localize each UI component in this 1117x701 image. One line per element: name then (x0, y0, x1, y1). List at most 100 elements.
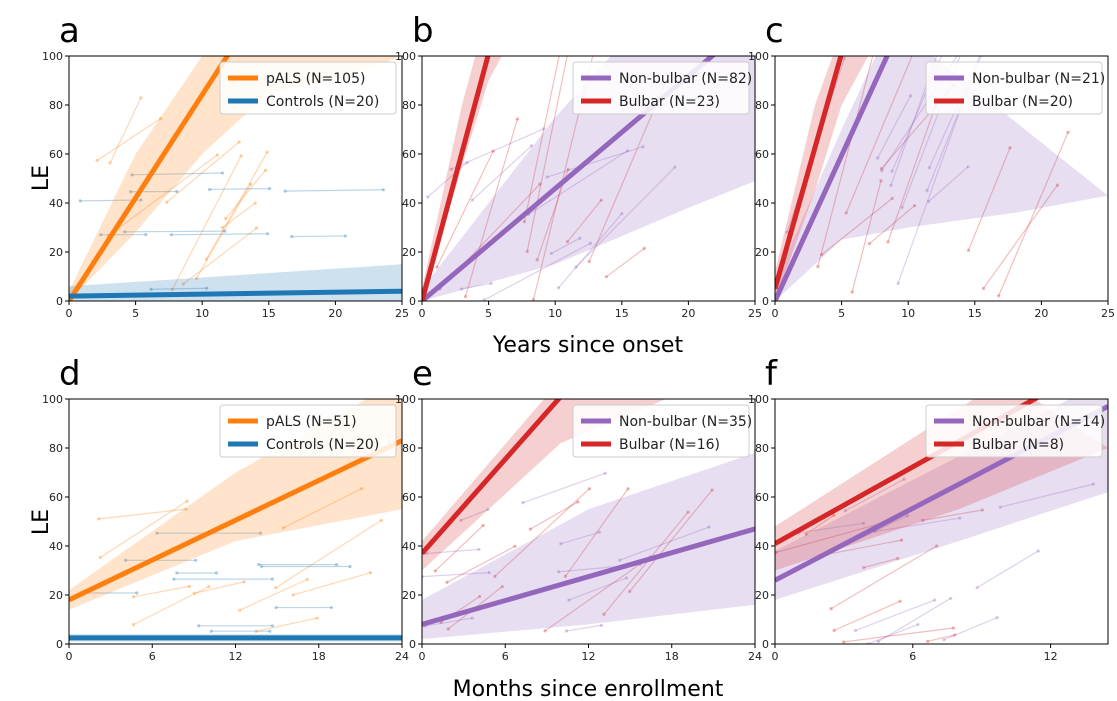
subject-trajectory (526, 56, 568, 252)
subject-point (185, 499, 189, 503)
x-tick-label: 6 (909, 650, 916, 663)
subject-point (165, 200, 169, 204)
subject-trajectory (150, 287, 207, 290)
x-tick-label: 20 (1034, 307, 1048, 320)
subject-point (253, 201, 257, 205)
subject-point (549, 251, 553, 256)
subject-point (305, 577, 309, 581)
subject-point (844, 211, 848, 215)
subject-point (329, 605, 333, 610)
subject-point (916, 622, 920, 627)
subject-point (905, 514, 910, 518)
subject-point (588, 241, 593, 245)
subject-point (966, 165, 970, 169)
subject-trajectory (109, 97, 142, 164)
subject-trajectory (171, 155, 242, 290)
trend-line-pals (69, 56, 231, 301)
y-tick-label: 40 (402, 197, 416, 210)
subject-point (785, 230, 789, 234)
subject-point (259, 564, 264, 569)
y-tick-label: 40 (755, 197, 769, 210)
subject-point (265, 150, 269, 154)
legend-label: Bulbar (N=20) (972, 94, 1073, 110)
trend-line-non-bulbar (422, 526, 755, 627)
subject-point (379, 518, 383, 523)
subject-point (542, 127, 546, 131)
x-tick-label: 15 (968, 307, 982, 320)
subject-trajectory (80, 199, 142, 202)
subject-point (130, 173, 134, 177)
subject-point (889, 183, 893, 187)
subject-point (194, 276, 199, 281)
subject-trajectory (225, 169, 266, 220)
subject-point (543, 629, 547, 633)
subject-trajectory (566, 624, 602, 632)
subject-point (599, 623, 603, 627)
y-tick-label: 40 (49, 197, 63, 210)
subject-point (131, 623, 136, 627)
y-tick-label: 80 (755, 442, 769, 455)
subject-trajectory (450, 128, 545, 170)
subject-trajectory (132, 172, 223, 176)
subject-point (283, 189, 287, 193)
x-tick-label: 10 (195, 307, 209, 320)
subject-point (274, 586, 278, 590)
subject-point (95, 158, 99, 163)
y-tick-label: 20 (49, 246, 63, 259)
subject-point (832, 513, 836, 517)
subject-point (266, 232, 270, 236)
panel-letter: c (765, 11, 784, 51)
subject-trajectory (283, 488, 362, 529)
legend (925, 404, 1103, 458)
y-tick-label: 80 (49, 442, 63, 455)
subject-point (604, 275, 608, 279)
subject-point (1036, 549, 1040, 553)
subject-point (525, 249, 529, 253)
confidence-band-non-bulbar (422, 452, 755, 640)
y-tick-label: 60 (755, 148, 769, 161)
subject-point (258, 531, 263, 535)
subject-trajectory (522, 472, 606, 504)
x-tick-label: 0 (66, 650, 73, 663)
subject-point (445, 580, 449, 584)
legend (572, 61, 750, 115)
subject-trajectory (124, 230, 225, 233)
y-tick-label: 100 (748, 393, 769, 406)
x-tick-label: 20 (681, 307, 695, 320)
subject-trajectory (171, 233, 268, 236)
subject-trajectory (564, 488, 629, 577)
y-tick-label: 60 (402, 491, 416, 504)
confidence-band-bulbar (422, 56, 502, 301)
subject-point (98, 555, 102, 560)
x-tick-label: 5 (132, 307, 139, 320)
y-tick-label: 0 (762, 638, 769, 651)
subject-trajectory (798, 522, 864, 534)
subject-point (360, 487, 364, 491)
x-tick-label: 12 (1044, 650, 1058, 663)
subject-point (170, 287, 174, 292)
subject-point (528, 527, 532, 531)
subject-point (597, 530, 602, 534)
subject-trajectory (877, 597, 951, 643)
subject-point (535, 258, 539, 262)
y-tick-label: 0 (409, 295, 416, 308)
x-tick-label: 24 (395, 650, 409, 663)
subject-point (270, 624, 275, 628)
subject-point (470, 616, 474, 620)
y-tick-label: 80 (402, 442, 416, 455)
subject-trajectory (827, 539, 902, 555)
subject-point (139, 198, 143, 202)
subject-point (587, 260, 591, 264)
y-tick-label: 20 (49, 589, 63, 602)
subject-point (426, 195, 430, 199)
subject-point (381, 188, 385, 192)
subject-point (842, 640, 846, 644)
legend-label: Controls (N=20) (266, 94, 379, 110)
y-tick-label: 0 (762, 295, 769, 308)
subject-point (435, 265, 439, 269)
subject-point (980, 508, 984, 512)
trend-line-non-bulbar (775, 56, 890, 301)
trend-line-bulbar (775, 56, 844, 290)
subject-point (159, 116, 163, 121)
legend-label: Non-bulbar (N=14) (972, 414, 1105, 430)
